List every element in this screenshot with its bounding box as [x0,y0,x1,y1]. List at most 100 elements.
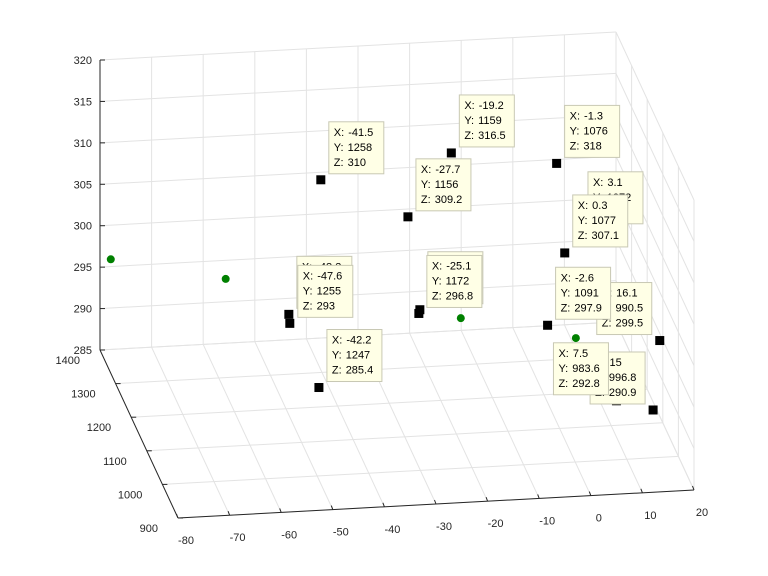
y-axis-line [99,349,179,519]
datatip-key: Y: [303,285,313,297]
datatip-value: -27.7 [435,164,460,176]
datatip-value: 7.5 [573,348,588,360]
datatip-text: X: -42.2 [332,335,371,347]
datatip-value: 318 [583,140,601,152]
axes: -80 -70 -60 -50 -40 -30 -20 -10 0 10 20 900 1000 1100… [56,55,709,547]
y-tick-label: 1300 [71,389,95,401]
datatip-value: 990.5 [616,303,644,315]
datatip-box [555,266,612,320]
datatip-key: X: [578,200,588,212]
datatip-key: Z: [303,300,313,312]
datatip-key: Z: [570,140,580,152]
datatip-text: Y: 1172 [432,275,469,287]
point [285,318,295,328]
datatip-key: Z: [432,290,442,302]
datatip-text: Y: 1255 [303,285,341,297]
x-tick [537,494,540,499]
datatip-value: 1077 [592,215,616,227]
datatip-value: 3.1 [607,177,622,189]
datatip-value: -41.5 [348,127,373,139]
datatip-text: Y: 1258 [334,142,372,154]
datatip-key: X: [570,110,580,122]
datatip-text: Z: 299.5 [602,318,643,330]
datatip-value: 307.1 [592,230,620,242]
z-tick-label: 315 [74,96,92,108]
datatip-box [326,329,383,383]
datatip-key: X: [464,100,474,112]
point [543,320,553,330]
datatip-key: Y: [334,142,344,154]
datatip-text: Z: 309.2 [421,194,462,206]
grid-line [409,332,489,502]
x-tick-label: -30 [436,521,452,533]
datatip-box [458,94,515,148]
x-tick-label: -70 [230,532,246,544]
datatip-value: 1255 [317,285,341,297]
marks [106,148,665,415]
x-tick-label: -40 [384,524,400,536]
datatip-key: Y: [332,350,342,362]
datatip-key: Z: [561,302,571,314]
datatip-key: Z: [602,318,612,330]
datatip-text: X: -19.2 [464,100,503,112]
datatip-text: Y: 1159 [464,115,501,127]
datatip-text: X: -25.1 [432,260,471,272]
grid-line [99,72,617,102]
x-tick-label: -80 [178,535,194,547]
datatip-value: 316.5 [478,130,506,142]
x-tick [485,497,489,502]
datatip-value: 983.6 [572,363,600,375]
datatip-text: Y: 983.6 [558,363,599,375]
datatip-key: Y: [570,125,580,137]
datatip-key: Z: [332,365,342,377]
point [221,274,230,283]
datatip-text: Z: 296.8 [432,290,473,302]
datatip-value: 1258 [348,142,372,154]
datatip-box [552,342,609,396]
datatip-value: 1159 [478,115,502,127]
datatip-value: -2.6 [575,272,594,284]
datatip: X: -19.2 Y: 1159 Z: 316.5 [458,94,515,148]
datatip-value: -47.6 [317,270,342,282]
datatip-text: X: 0.3 [578,200,608,212]
datatip-text: Y: 1077 [578,215,616,227]
datatip: X: -27.7 Y: 1156 Z: 309.2 [415,158,472,212]
datatip-value: 310 [348,157,366,169]
datatip-value: -1.3 [584,110,603,122]
z-tick-label: 285 [74,345,92,357]
datatip-text: Y: 1076 [570,125,608,137]
datatip-value: 296.8 [446,290,474,302]
z-tick-label: 320 [74,55,92,67]
datatip-key: Y: [464,115,474,127]
y-tick-label: 1200 [87,422,111,434]
datatip-box [572,194,629,248]
datatip-text: X: 3.1 [593,177,623,189]
x-tick [382,502,385,507]
point [456,314,465,323]
datatip-value: 293 [317,300,335,312]
datatip-value: 297.9 [574,302,602,314]
datatip-key: X: [334,127,344,139]
datatip-text: X: -47.6 [303,270,342,282]
datatip-key: X: [593,177,603,189]
grid-line [99,280,617,310]
x-tick [330,505,334,510]
point [560,248,570,258]
grid-line [202,344,282,513]
datatip-key: X: [303,270,313,282]
datatip-text: Y: 1091 [561,287,599,299]
datatip-value: -42.2 [346,335,371,347]
datatip-text: Z: 293 [303,300,335,312]
x-tick-label: -10 [539,515,555,527]
datatip-key: Z: [464,130,474,142]
datatip-key: Y: [432,275,442,287]
grid-line [99,31,617,61]
datatip-text: Z: 297.9 [561,302,602,314]
datatip-value: 16.1 [616,288,637,300]
datatip-key: X: [421,164,431,176]
y-tick-label: 1400 [56,355,80,367]
grid-line [460,330,540,499]
x-tick-label: -50 [333,527,349,539]
